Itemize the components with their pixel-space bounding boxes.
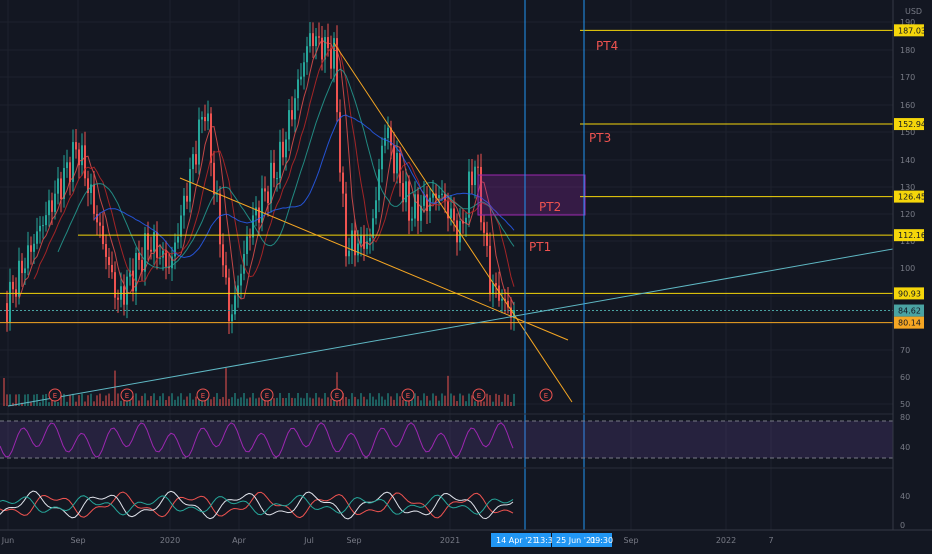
earnings-marker[interactable] xyxy=(120,388,134,402)
y-tick-label: 100 xyxy=(900,264,915,273)
osc-tick-0: 0 xyxy=(900,521,905,530)
x-tick-label: Apr xyxy=(232,536,247,545)
price-level-badge xyxy=(894,316,924,329)
earnings-marker-label: E xyxy=(53,392,57,400)
y-tick-label: 140 xyxy=(900,156,915,165)
y-tick-label: 110 xyxy=(900,237,915,246)
price-level-badge xyxy=(894,118,924,131)
earnings-marker[interactable] xyxy=(196,388,210,402)
volume-bars xyxy=(3,368,515,406)
earnings-marker[interactable] xyxy=(401,388,415,402)
y-tick-label: 190 xyxy=(900,18,915,27)
osc-line-green xyxy=(0,494,514,516)
price-level-badge xyxy=(894,190,924,203)
earnings-marker-label: E xyxy=(125,392,129,400)
price-level-badge-text: 187.03 xyxy=(898,26,926,35)
x-tick-label: Sep xyxy=(346,536,361,545)
earnings-marker[interactable] xyxy=(472,388,486,402)
earnings-marker[interactable] xyxy=(260,388,274,402)
earnings-marker[interactable] xyxy=(539,388,553,402)
osc-line-red xyxy=(0,491,514,519)
time-axis[interactable]: Jun Sep 2020 Apr Jul Sep 2021 Sep 2022 7 14 Apr '… xyxy=(0,529,932,550)
y-tick-label: 130 xyxy=(900,183,915,192)
pt4-label: PT4 xyxy=(596,39,618,53)
date-badge-1-time: 13:3 xyxy=(535,536,553,545)
earnings-marker-label: E xyxy=(477,392,481,400)
y-tick-label: 60 xyxy=(900,373,910,382)
y-tick-label: 170 xyxy=(900,73,915,82)
rsi-tick-40: 40 xyxy=(900,443,910,452)
osc-tick-40: 40 xyxy=(900,492,910,501)
pt2-label: PT2 xyxy=(539,200,561,214)
pt2-zone-box[interactable] xyxy=(477,174,586,216)
y-tick-label: 160 xyxy=(900,101,915,110)
x-tick-label: 2022 xyxy=(716,536,736,545)
price-level-badge-text: 126.45 xyxy=(898,193,926,202)
price-level-badge xyxy=(894,304,924,317)
support-trendline[interactable] xyxy=(7,248,894,407)
earnings-marker-label: E xyxy=(406,392,410,400)
earnings-marker-label: E xyxy=(265,392,269,400)
resistance-trendline-2[interactable] xyxy=(179,177,569,341)
earnings-marker[interactable] xyxy=(330,388,344,402)
price-levels[interactable] xyxy=(0,29,893,324)
price-level-badge xyxy=(894,24,924,37)
y-tick-label: 180 xyxy=(900,46,915,55)
price-level-badge-text: 112.16 xyxy=(898,231,926,240)
x-tick-label: 2020 xyxy=(160,536,180,545)
date-badge-2 xyxy=(552,533,612,547)
pt1-label: PT1 xyxy=(529,240,551,254)
resistance-trendline-1[interactable] xyxy=(333,42,573,403)
date-badge-1 xyxy=(491,533,551,547)
currency-label: USD xyxy=(905,7,922,16)
price-level-badge-text: 152.94 xyxy=(898,120,926,129)
rsi-pane xyxy=(0,413,893,459)
y-tick-label: 150 xyxy=(900,128,915,137)
x-tick-label: Sep xyxy=(623,536,638,545)
price-level-badge-text: 80.14 xyxy=(898,319,921,328)
price-level-badge-text: 90.93 xyxy=(898,289,921,298)
earnings-marker-label: E xyxy=(201,392,205,400)
y-tick-label: 70 xyxy=(900,346,910,355)
price-level-badge xyxy=(894,229,924,242)
x-tick-label: 2021 xyxy=(440,536,460,545)
oscillator-pane xyxy=(0,467,893,520)
y-tick-label: 120 xyxy=(900,210,915,219)
osc-line-white xyxy=(0,490,514,520)
x-tick-label: Jun xyxy=(1,536,15,545)
pt3-label: PT3 xyxy=(589,131,611,145)
earnings-marker-label: E xyxy=(544,392,548,400)
price-axis[interactable]: USD 190180170160150140130120110100907060… xyxy=(892,0,926,530)
price-level-badge-text: 84.62 xyxy=(898,307,921,316)
rsi-line xyxy=(0,422,514,458)
rsi-tick-80: 80 xyxy=(900,413,910,422)
moving-averages xyxy=(18,39,515,306)
earnings-marker-label: E xyxy=(335,392,339,400)
y-tick-label: 50 xyxy=(900,400,910,409)
x-tick-label: Jul xyxy=(303,536,314,545)
x-tick-label: Sep xyxy=(70,536,85,545)
date-badge-2-text: 25 Jun '21 xyxy=(556,536,596,545)
earnings-marker[interactable] xyxy=(48,388,62,402)
price-level-badge xyxy=(894,287,924,300)
x-tick-label: 7 xyxy=(768,536,773,545)
date-badge-1-text: 14 Apr '21 xyxy=(496,536,537,545)
date-badge-2-time: 09:30 xyxy=(590,536,613,545)
